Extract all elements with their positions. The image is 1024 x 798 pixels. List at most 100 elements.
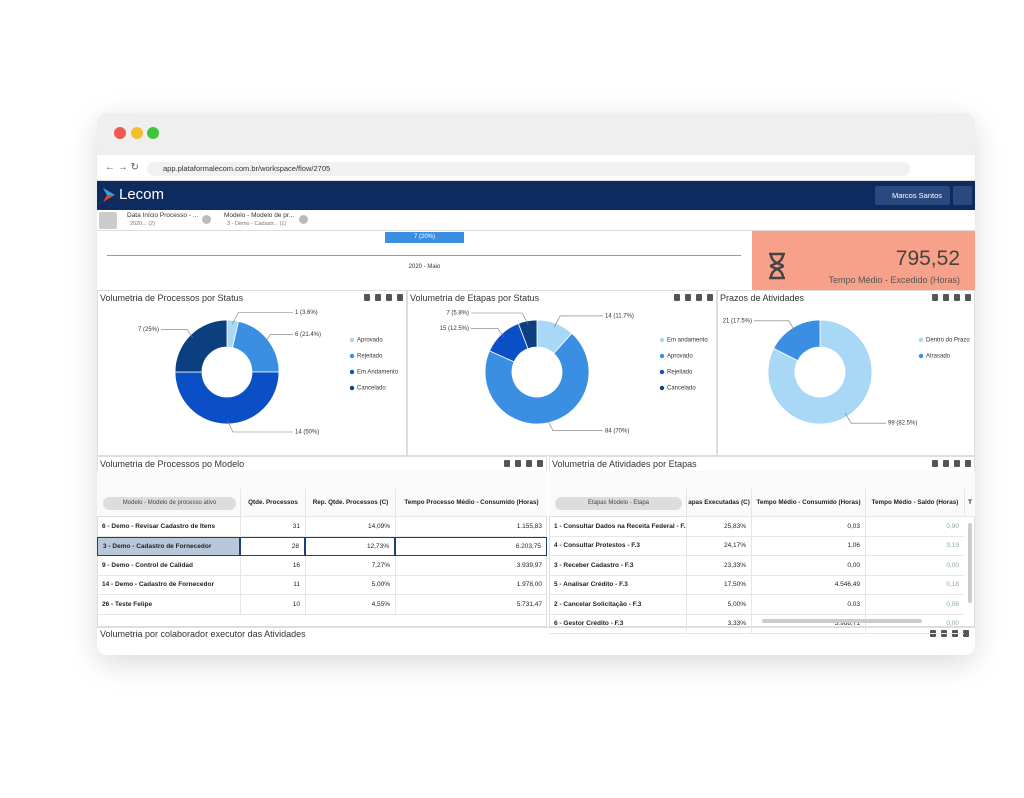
slice-label: 7 (25%) xyxy=(138,327,159,333)
panel-icons[interactable] xyxy=(499,460,543,467)
x-tick-label: 2020 - Maio xyxy=(408,264,441,270)
row-label[interactable]: 2 - Cancelar Solicitação - F.3 xyxy=(549,595,686,615)
donut-slice xyxy=(174,371,280,425)
donut-slice xyxy=(484,332,590,425)
panel-title: Volumetria de Processos po Modelo xyxy=(100,459,245,469)
legend-swatch xyxy=(918,353,924,359)
minimize-button[interactable] xyxy=(131,127,143,139)
row-label[interactable]: 9 - Demo - Control de Calidad xyxy=(97,556,240,576)
leader-line xyxy=(226,419,293,433)
filter-bar xyxy=(97,210,975,231)
column-header: Rep. Qtde. Processos (C) xyxy=(305,489,395,517)
table-cell: 25,83% xyxy=(686,517,751,537)
filter-chip[interactable]: Etapas Modelo - Etapa xyxy=(555,497,682,510)
row-label[interactable]: 4 - Consultar Protestos - F.3 xyxy=(549,537,686,556)
slice-label: 14 (11.7%) xyxy=(605,314,634,320)
logo-icon xyxy=(103,188,115,202)
browser-window: ← → ↻ app.plataformalecom.com.br/workspa… xyxy=(97,113,975,655)
donut-chart: 14 (11.7%) Em andamento 84 (70%) Aprovado 15… xyxy=(440,311,709,435)
user-button[interactable]: Marcos Santos xyxy=(875,186,950,205)
address-bar[interactable]: app.plataformalecom.com.br/workspace/flo… xyxy=(147,162,910,176)
panel-title: Volumetria por colaborador executor das … xyxy=(100,629,306,639)
slice-label: 21 (17.5%) xyxy=(723,318,752,324)
column-header: Qtde. Processos xyxy=(240,489,305,517)
table-cell: 3,19 xyxy=(865,536,964,556)
table-cell: 1.978,00 xyxy=(395,575,547,595)
table-cell: 14,09% xyxy=(305,517,395,537)
row-label[interactable]: 6 - Demo - Revisar Cadastro de Itens xyxy=(97,517,240,537)
kpi-card xyxy=(752,231,975,290)
legend-label[interactable]: Aprovado xyxy=(667,354,693,360)
column-header: Tempo Processo Médio - Consumido (Horas) xyxy=(395,489,547,517)
column-header: apas Executadas (C) xyxy=(686,489,751,517)
scrollbar[interactable] xyxy=(762,619,922,623)
close-button[interactable] xyxy=(114,127,126,139)
legend-swatch xyxy=(349,353,355,359)
filter-title: Modelo - Modelo de pr... xyxy=(224,212,295,219)
panel-icons[interactable] xyxy=(927,460,971,467)
leader-line xyxy=(232,312,293,325)
row-label[interactable]: 1 - Consultar Dados na Receita Federal -… xyxy=(549,517,686,537)
legend-label[interactable]: Rejeitado xyxy=(667,370,693,376)
refresh-filters[interactable] xyxy=(99,212,117,229)
table-cell: 6.203,75 xyxy=(395,536,547,556)
app-header xyxy=(97,181,975,210)
row-label[interactable]: 6 - Gestor Crédito - F.3 xyxy=(549,615,686,634)
legend-label[interactable]: Cancelado xyxy=(357,386,386,392)
panel-icons[interactable] xyxy=(359,294,403,301)
table-cell: 0,00 xyxy=(865,556,964,576)
row-label[interactable]: 26 - Teste Felipe xyxy=(97,595,240,615)
legend-label[interactable]: Em andamento xyxy=(667,338,708,344)
table-cell: 28 xyxy=(240,536,305,556)
legend-label[interactable]: Em Andamento xyxy=(357,370,399,376)
row-label[interactable]: 14 - Demo - Cadastro de Fornecedor xyxy=(97,576,240,595)
legend-label[interactable]: Cancelado xyxy=(667,386,696,392)
panel-icons[interactable] xyxy=(927,294,971,301)
table-cell: 1,06 xyxy=(751,536,865,556)
leader-line xyxy=(546,418,603,431)
panel-title: Volumetria de Atividades por Etapas xyxy=(552,459,697,469)
logo: Lecom xyxy=(119,186,165,203)
slice-label: 99 (82.5%) xyxy=(888,421,917,427)
row-label[interactable]: 5 - Analisar Crédito - F.3 xyxy=(549,576,686,595)
slice-label: 84 (70%) xyxy=(605,428,629,434)
table-cell: 4.546,49 xyxy=(751,575,865,595)
legend-label[interactable]: Atrasado xyxy=(926,354,951,360)
maximize-button[interactable] xyxy=(147,127,159,139)
table-cell: 0,03 xyxy=(751,517,865,537)
legend-label[interactable]: Aprovado xyxy=(357,338,383,344)
legend-label[interactable]: Dentro do Prazo xyxy=(926,338,970,344)
chart-button[interactable] xyxy=(953,186,972,205)
legend-swatch xyxy=(659,385,665,391)
slice-label: 15 (12.5%) xyxy=(440,326,469,332)
legend-label[interactable]: Rejeitado xyxy=(357,354,383,360)
column-header: Tempo Médio - Saldo (Horas) xyxy=(865,489,964,517)
row-label[interactable]: 3 - Demo - Cadastro de Fornecedor xyxy=(97,536,240,556)
table-cell: 17,50% xyxy=(686,575,751,595)
table-cell: 3,33% xyxy=(686,614,751,634)
nav-buttons[interactable]: ← → ↻ xyxy=(105,162,139,173)
leader-line xyxy=(754,320,796,332)
table-cell: 12,73% xyxy=(305,536,395,556)
donut-chart: 1 (3.6%) Aprovado 6 (21.4%) Rejeitado 14 (50… xyxy=(138,310,399,436)
scrollbar[interactable] xyxy=(968,523,972,603)
filter-chip[interactable]: Modelo - Modelo de processo ativo xyxy=(103,497,236,510)
table-cell: 0,18 xyxy=(865,575,964,595)
table-cell: 0,00 xyxy=(865,614,964,634)
panel-icons[interactable] xyxy=(669,294,713,301)
axis-line xyxy=(107,255,741,256)
row-label[interactable]: 3 - Receber Cadastro - F.3 xyxy=(549,556,686,576)
filter-remove[interactable] xyxy=(299,215,308,224)
table-cell: 10 xyxy=(240,595,305,615)
leader-line xyxy=(553,315,603,328)
leader-line xyxy=(471,328,505,338)
legend-swatch xyxy=(349,385,355,391)
table-cell: 5,00% xyxy=(686,595,751,615)
table-cell: 16 xyxy=(240,556,305,576)
panel-title: Volumetria de Processos por Status xyxy=(100,293,244,303)
donut-slice xyxy=(517,319,538,350)
panel-title: Prazos de Atividades xyxy=(720,293,805,303)
slice-label: 1 (3.6%) xyxy=(295,310,318,316)
filter-remove[interactable] xyxy=(202,215,211,224)
legend-swatch xyxy=(349,337,355,343)
